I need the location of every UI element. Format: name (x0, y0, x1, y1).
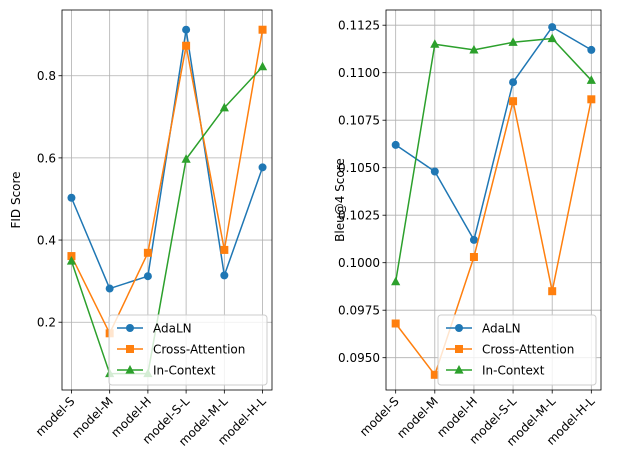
data-point (509, 97, 518, 106)
y-tick-label: 0.1125 (338, 19, 380, 33)
data-point (509, 78, 518, 87)
y-tick-label: 0.6 (37, 151, 56, 165)
legend-entry: AdaLN (153, 322, 192, 336)
data-point (430, 39, 440, 48)
y-tick-label: 0.4 (37, 234, 56, 248)
series-line (395, 99, 593, 376)
y-tick-label: 0.2 (37, 316, 56, 330)
series-adaln (67, 25, 267, 293)
fid-chart-panel: model-Smodel-Mmodel-Hmodel-S-Lmodel-M-Lm… (9, 9, 273, 449)
x-tick-label: model-M (69, 394, 116, 441)
y-tick-label: 0.0950 (338, 351, 380, 365)
data-point (508, 37, 518, 46)
bleu-chart-panel: model-Smodel-Mmodel-Hmodel-S-Lmodel-M-Lm… (333, 9, 602, 449)
data-point (391, 319, 400, 328)
legend-marker (126, 345, 134, 353)
data-point (586, 75, 596, 84)
series-adaln (391, 23, 596, 244)
data-point (220, 245, 229, 254)
bleu-y-axis-label: Bleu@4 Score (333, 158, 347, 242)
data-point (143, 272, 152, 281)
data-point (548, 287, 557, 296)
data-point (67, 193, 76, 202)
data-point (548, 23, 557, 32)
legend-entry: AdaLN (482, 322, 521, 336)
data-point (391, 276, 401, 286)
legend-frame (108, 314, 268, 386)
y-tick-label: 0.8 (37, 69, 56, 83)
series-cross-attention (67, 25, 267, 338)
series-line (70, 66, 264, 375)
data-point (220, 271, 229, 280)
data-point (258, 25, 267, 34)
data-point (182, 25, 191, 34)
legend-entry: Cross-Attention (153, 343, 245, 357)
bleu-axes-frame (385, 9, 602, 391)
data-point (143, 248, 152, 257)
series-line (70, 28, 264, 290)
data-point (587, 45, 596, 54)
fid-grid (62, 10, 272, 390)
data-point (430, 370, 439, 379)
x-tick-label: model-M (394, 394, 441, 441)
legend-marker (125, 365, 135, 374)
data-point (469, 44, 479, 54)
data-point (105, 284, 114, 293)
data-point (219, 102, 229, 112)
data-point (66, 256, 77, 265)
series-line (395, 26, 592, 241)
data-point (181, 154, 191, 163)
fid-y-axis-label: FID Score (9, 171, 23, 228)
y-tick-label: 0.1025 (338, 209, 380, 223)
data-point (547, 33, 557, 43)
legend-entry: In-Context (153, 364, 216, 378)
data-point (182, 41, 191, 50)
legend-marker (455, 345, 463, 353)
legend-entry: Cross-Attention (482, 343, 574, 357)
series-line (70, 29, 264, 335)
y-tick-label: 0.1075 (338, 114, 380, 128)
series-line (394, 37, 592, 282)
y-tick-label: 0.1050 (338, 161, 380, 175)
legend-entry: In-Context (482, 364, 545, 378)
legend-frame (437, 314, 597, 386)
fid-axes-frame (61, 9, 273, 391)
data-point (391, 140, 400, 149)
data-point (469, 235, 478, 244)
bleu-legend: AdaLN Cross-Attention In-Context (437, 314, 597, 386)
y-tick-label: 0.1100 (338, 66, 380, 80)
data-point (258, 163, 267, 172)
fid-legend: AdaLN Cross-Attention In-Context (108, 314, 268, 386)
legend-marker (455, 324, 463, 332)
series-cross-attention (391, 95, 596, 379)
data-point (469, 253, 478, 261)
data-point (430, 167, 439, 176)
bleu-grid (386, 10, 601, 390)
legend-marker (126, 324, 134, 332)
data-point (257, 61, 268, 71)
series-in-context (391, 33, 596, 286)
legend-marker (454, 365, 464, 374)
y-tick-label: 0.1000 (338, 256, 380, 270)
y-tick-label: 0.0975 (338, 304, 380, 318)
data-point (587, 95, 596, 104)
